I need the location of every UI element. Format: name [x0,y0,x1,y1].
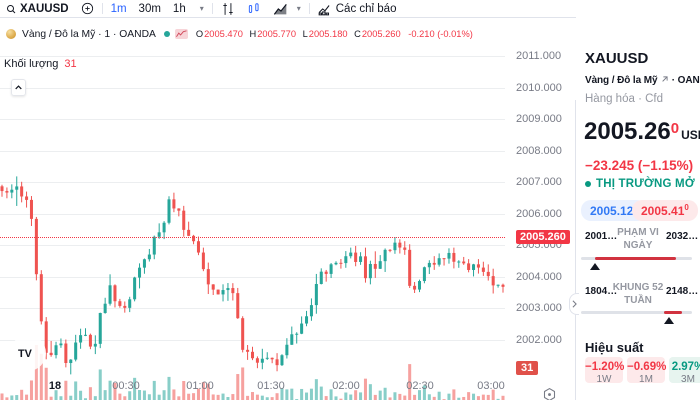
svg-text:TV: TV [18,348,33,360]
